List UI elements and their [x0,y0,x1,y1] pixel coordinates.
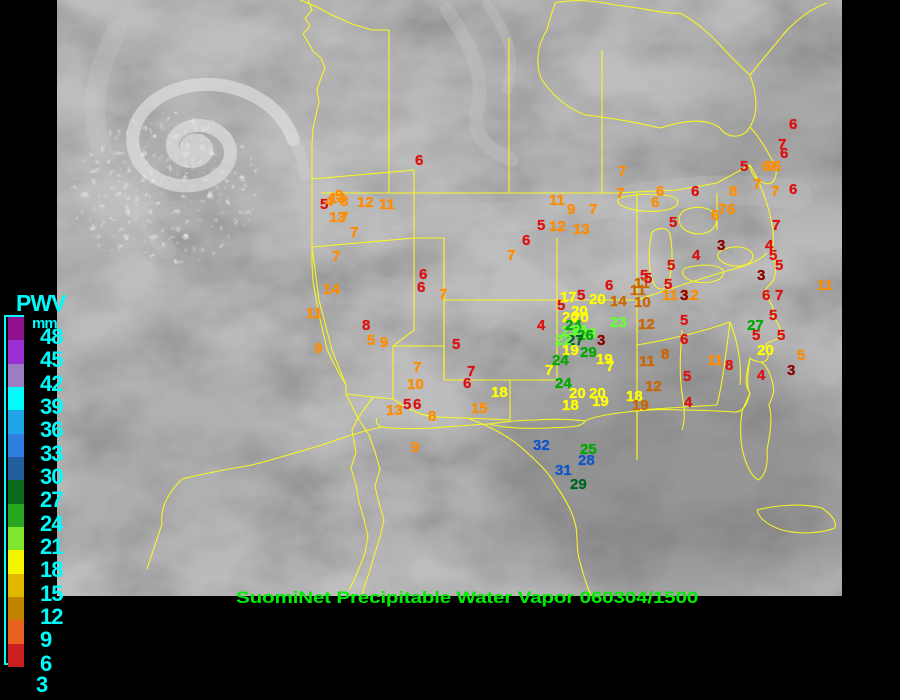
svg-text:8: 8 [340,193,348,210]
svg-text:6: 6 [463,375,471,392]
svg-text:9: 9 [567,201,575,218]
svg-text:11: 11 [306,305,322,322]
svg-text:7: 7 [771,183,779,200]
svg-text:3: 3 [757,267,765,284]
svg-text:4: 4 [692,247,701,264]
svg-text:5: 5 [452,336,460,353]
svg-text:5: 5 [664,276,672,293]
svg-text:23: 23 [610,314,627,331]
svg-text:5: 5 [797,347,805,364]
svg-text:7: 7 [589,201,597,218]
svg-text:6: 6 [789,116,797,133]
svg-text:7: 7 [606,358,614,375]
svg-text:5: 5 [740,158,748,175]
svg-text:5: 5 [777,327,785,344]
svg-text:12: 12 [638,316,655,333]
svg-text:6: 6 [605,277,613,294]
svg-text:11: 11 [817,277,833,294]
svg-text:20: 20 [757,342,774,359]
svg-text:8: 8 [725,357,733,374]
svg-text:3: 3 [717,237,725,254]
svg-text:24: 24 [552,352,569,369]
svg-text:7: 7 [772,217,780,234]
svg-text:11: 11 [639,353,655,370]
svg-text:6: 6 [417,279,425,296]
svg-text:6: 6 [762,287,770,304]
svg-text:12: 12 [645,378,662,395]
svg-text:3: 3 [680,287,688,304]
svg-text:7: 7 [507,247,515,264]
svg-text:7: 7 [332,248,340,265]
svg-text:8: 8 [729,183,737,200]
svg-text:14: 14 [323,281,340,298]
svg-text:3: 3 [597,332,605,349]
svg-text:7: 7 [545,362,553,379]
svg-text:11: 11 [707,352,723,369]
svg-text:7: 7 [413,359,421,376]
svg-text:5: 5 [769,307,777,324]
svg-text:6: 6 [651,194,659,211]
svg-text:12: 12 [549,218,566,235]
svg-text:5: 5 [644,270,652,287]
svg-text:18: 18 [491,384,508,401]
svg-text:6: 6 [415,152,423,169]
svg-text:6: 6 [789,181,797,198]
svg-text:10: 10 [407,376,424,393]
svg-text:7: 7 [340,209,348,226]
svg-text:7: 7 [753,176,761,193]
svg-text:4: 4 [537,317,546,334]
svg-text:9: 9 [411,439,419,456]
svg-text:5: 5 [367,332,375,349]
svg-text:6: 6 [773,158,781,175]
svg-text:5: 5 [680,312,688,329]
svg-text:9: 9 [314,340,322,357]
svg-text:29: 29 [570,476,587,493]
svg-text:3: 3 [787,362,795,379]
svg-text:6: 6 [727,201,735,218]
svg-text:18: 18 [562,397,579,414]
svg-text:7: 7 [616,185,624,202]
svg-text:11: 11 [549,192,565,209]
svg-text:25: 25 [580,441,597,458]
svg-text:7: 7 [775,287,783,304]
svg-text:6: 6 [413,396,421,413]
svg-text:5: 5 [683,368,691,385]
svg-text:19: 19 [592,393,609,410]
svg-text:6: 6 [680,331,688,348]
svg-text:5: 5 [669,214,677,231]
svg-text:7: 7 [439,286,447,303]
svg-text:32: 32 [533,437,550,454]
svg-text:7: 7 [618,163,626,180]
svg-text:15: 15 [471,400,488,417]
svg-text:7: 7 [718,201,726,218]
svg-text:8: 8 [661,346,669,363]
svg-text:12: 12 [357,194,374,211]
svg-text:8: 8 [428,408,436,425]
svg-text:13: 13 [386,402,403,419]
svg-text:20: 20 [589,291,606,308]
svg-text:5: 5 [752,327,760,344]
svg-text:5: 5 [667,257,675,274]
svg-text:7: 7 [350,224,358,241]
svg-text:11: 11 [379,196,395,213]
svg-text:14: 14 [610,293,627,310]
svg-text:9: 9 [380,334,388,351]
svg-text:5: 5 [403,396,411,413]
svg-text:5: 5 [537,217,545,234]
svg-text:13: 13 [573,221,590,238]
svg-text:5: 5 [577,287,585,304]
svg-text:6: 6 [691,183,699,200]
svg-text:4: 4 [684,394,693,411]
svg-text:6: 6 [522,232,530,249]
svg-text:19: 19 [632,397,649,414]
svg-text:5: 5 [775,257,783,274]
svg-text:4: 4 [757,367,766,384]
